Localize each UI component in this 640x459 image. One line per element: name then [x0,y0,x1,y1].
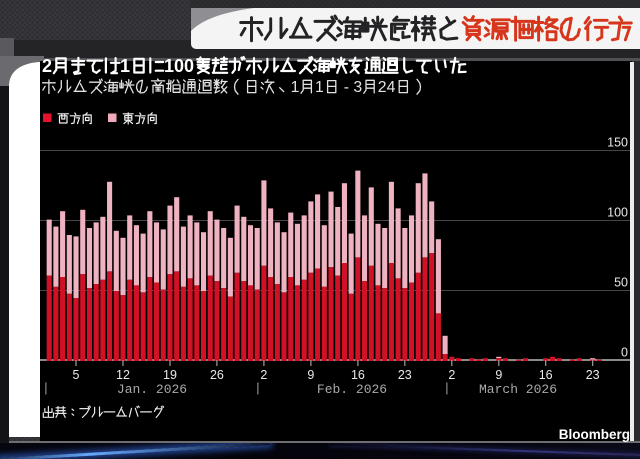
svg-text:100: 100 [607,206,628,220]
svg-text:1: 1 [164,56,174,76]
svg-text:Jan. 2026: Jan. 2026 [117,382,187,397]
svg-text:3: 3 [353,79,362,96]
svg-text:2: 2 [448,368,455,382]
svg-text:4: 4 [387,79,396,96]
svg-text:-: - [344,79,349,96]
svg-text:0: 0 [184,56,194,76]
svg-text:2: 2 [378,79,387,96]
svg-text:1: 1 [291,79,300,96]
svg-text:9: 9 [307,368,314,382]
svg-text:1: 1 [315,79,324,96]
svg-text:23: 23 [398,368,412,382]
svg-text:|: | [443,381,451,396]
svg-text:12: 12 [116,368,130,382]
svg-text:0: 0 [621,346,628,360]
svg-text:2: 2 [42,56,52,76]
svg-text:2: 2 [260,368,267,382]
svg-text:0: 0 [174,56,184,76]
svg-text:5: 5 [73,368,80,382]
svg-text:9: 9 [495,368,502,382]
svg-text:150: 150 [607,136,628,150]
svg-text:26: 26 [210,368,224,382]
svg-text:16: 16 [539,368,553,382]
svg-text:|: | [42,381,50,396]
svg-text:23: 23 [586,368,600,382]
svg-text:Feb. 2026: Feb. 2026 [317,382,387,397]
svg-text:50: 50 [614,276,628,290]
svg-text:March 2026: March 2026 [479,382,557,397]
svg-text:1: 1 [120,56,130,76]
svg-text:19: 19 [163,368,177,382]
svg-text:|: | [254,381,262,396]
svg-text:16: 16 [351,368,365,382]
svg-text:Bloomberg: Bloomberg [559,427,630,442]
